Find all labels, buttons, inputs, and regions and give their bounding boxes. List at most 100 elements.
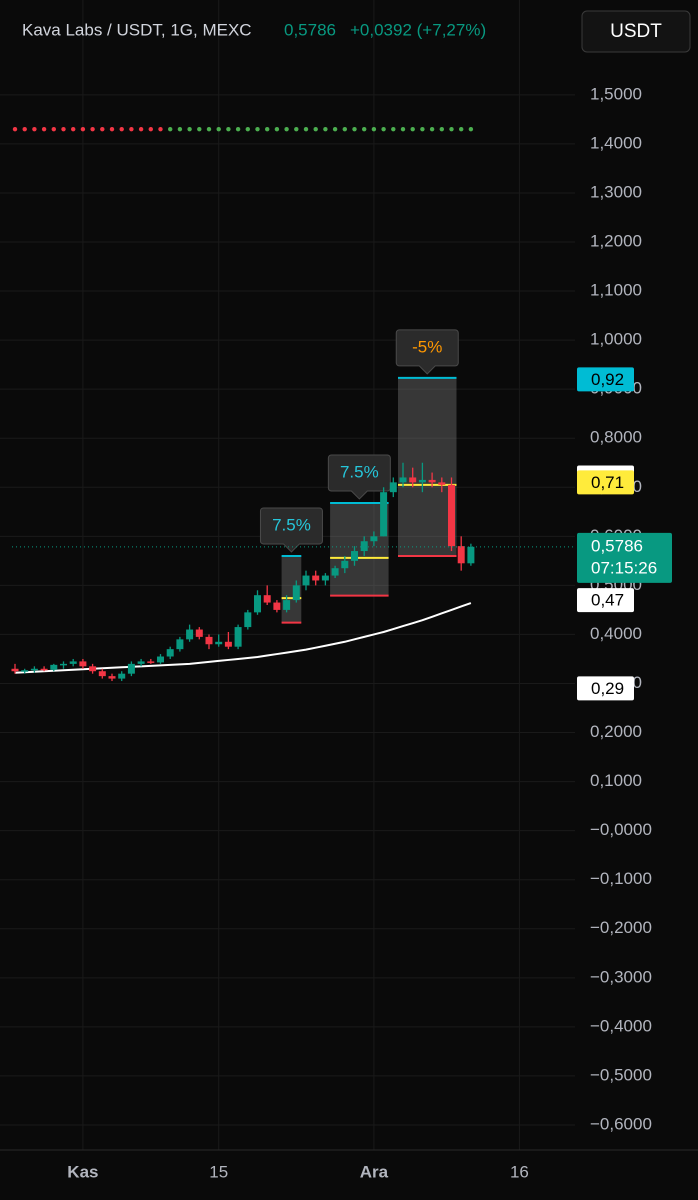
candle-body bbox=[321, 575, 329, 581]
price-label-box bbox=[577, 676, 634, 701]
header-change: +0,0392 (+7,27%) bbox=[350, 20, 486, 39]
indicator-dot bbox=[371, 126, 377, 132]
price-label: 0,47 bbox=[591, 591, 624, 610]
candle-body bbox=[370, 536, 378, 542]
price-label-box bbox=[577, 470, 634, 495]
currency-button[interactable] bbox=[581, 10, 691, 53]
candle-body bbox=[302, 575, 310, 586]
candle-body bbox=[418, 479, 426, 483]
position-box bbox=[398, 377, 457, 556]
y-tick-label: −0,4000 bbox=[590, 1016, 652, 1035]
indicator-dot bbox=[216, 126, 221, 132]
indicator-dot bbox=[187, 126, 192, 132]
indicator-dot bbox=[313, 126, 318, 132]
indicator-dot bbox=[148, 126, 153, 132]
candle-body bbox=[157, 656, 164, 663]
candle-body bbox=[195, 629, 203, 637]
indicator-dot bbox=[90, 126, 95, 132]
indicator-dot bbox=[381, 126, 386, 132]
candle-body bbox=[273, 602, 281, 610]
current-price-timer: 07:15:26 bbox=[591, 558, 657, 577]
candle-body bbox=[186, 629, 194, 640]
candle-body bbox=[399, 477, 407, 483]
candle-body bbox=[428, 479, 436, 483]
indicator-dot bbox=[61, 126, 66, 132]
indicator-dot bbox=[303, 126, 309, 132]
x-tick-label: 16 bbox=[510, 1162, 529, 1181]
y-tick-label: 0,1000 bbox=[590, 771, 642, 790]
indicator-dot bbox=[342, 126, 347, 132]
y-tick-label: 1,2000 bbox=[590, 231, 642, 250]
candle-body bbox=[21, 670, 29, 672]
indicator-dot bbox=[468, 126, 474, 132]
candle-body bbox=[380, 492, 388, 537]
y-tick-label: −0,0000 bbox=[590, 820, 652, 839]
indicator-dot bbox=[255, 126, 260, 132]
candle-body bbox=[244, 612, 252, 628]
position-label: 7.5% bbox=[340, 462, 379, 481]
currency-button-label[interactable]: USDT bbox=[610, 21, 662, 42]
position-tooltip bbox=[395, 329, 459, 375]
candle-body bbox=[176, 639, 184, 650]
y-tick-label: −0,6000 bbox=[590, 1114, 652, 1133]
indicator-dot bbox=[51, 126, 56, 132]
candle-body bbox=[331, 568, 339, 576]
candle-body bbox=[118, 673, 126, 679]
price-label: 0,29 bbox=[591, 679, 624, 698]
indicator-dot bbox=[100, 126, 105, 132]
candle-body bbox=[283, 600, 291, 610]
indicator-dot bbox=[32, 126, 37, 132]
indicator-dot bbox=[420, 126, 425, 132]
candle-body bbox=[457, 546, 465, 564]
indicator-dot bbox=[109, 126, 115, 132]
indicator-dot bbox=[197, 126, 202, 132]
candle-body bbox=[79, 661, 87, 667]
x-tick-label: Ara bbox=[360, 1162, 389, 1181]
candle-body bbox=[389, 482, 397, 493]
indicator-dot bbox=[294, 126, 299, 132]
indicator-dot bbox=[41, 126, 47, 132]
indicator-dot bbox=[439, 126, 444, 132]
position-label: 7.5% bbox=[272, 515, 311, 534]
position-box bbox=[330, 502, 389, 596]
indicator-dot bbox=[12, 126, 18, 132]
price-label-box bbox=[577, 367, 634, 392]
candle-body bbox=[60, 663, 67, 666]
indicator-dot bbox=[284, 126, 289, 132]
position-tooltip bbox=[259, 507, 323, 553]
y-tick-label: 1,5000 bbox=[590, 84, 642, 103]
candle-body bbox=[467, 546, 475, 564]
candle-body bbox=[166, 649, 174, 657]
y-tick-label: −0,5000 bbox=[590, 1065, 652, 1084]
indicator-dot bbox=[245, 126, 250, 132]
indicator-dot bbox=[410, 126, 415, 132]
position-tooltip bbox=[327, 454, 391, 500]
indicator-dot bbox=[168, 126, 173, 132]
candle-body bbox=[127, 663, 135, 674]
indicator-dot bbox=[206, 126, 212, 132]
price-label: 0,92 bbox=[591, 370, 624, 389]
indicator-dot bbox=[226, 126, 231, 132]
x-tick-label: Kas bbox=[67, 1162, 98, 1181]
indicator-dot bbox=[449, 126, 454, 132]
plot: 7.5% 7.5% -5% bbox=[11, 126, 575, 682]
candle-body bbox=[341, 560, 349, 569]
indicator-dot bbox=[265, 126, 270, 132]
indicator-dot bbox=[119, 126, 124, 132]
indicator-dot bbox=[391, 126, 396, 132]
indicator-dot bbox=[158, 126, 163, 132]
indicator-dot bbox=[80, 126, 86, 132]
axis: 1,50001,40001,30001,20001,10001,00000,90… bbox=[67, 84, 672, 1181]
y-tick-label: −0,2000 bbox=[590, 918, 652, 937]
candle-body bbox=[108, 676, 116, 679]
indicator-dot bbox=[138, 126, 144, 132]
candle-body bbox=[147, 661, 155, 663]
y-tick-label: 0,4000 bbox=[590, 624, 642, 643]
chart-title: Kava Labs / USDT, 1G, MEXC bbox=[22, 20, 252, 39]
indicator-dot bbox=[235, 126, 241, 132]
indicator-dot bbox=[177, 126, 183, 132]
indicator-dot bbox=[400, 126, 406, 132]
candle-body bbox=[30, 668, 38, 671]
